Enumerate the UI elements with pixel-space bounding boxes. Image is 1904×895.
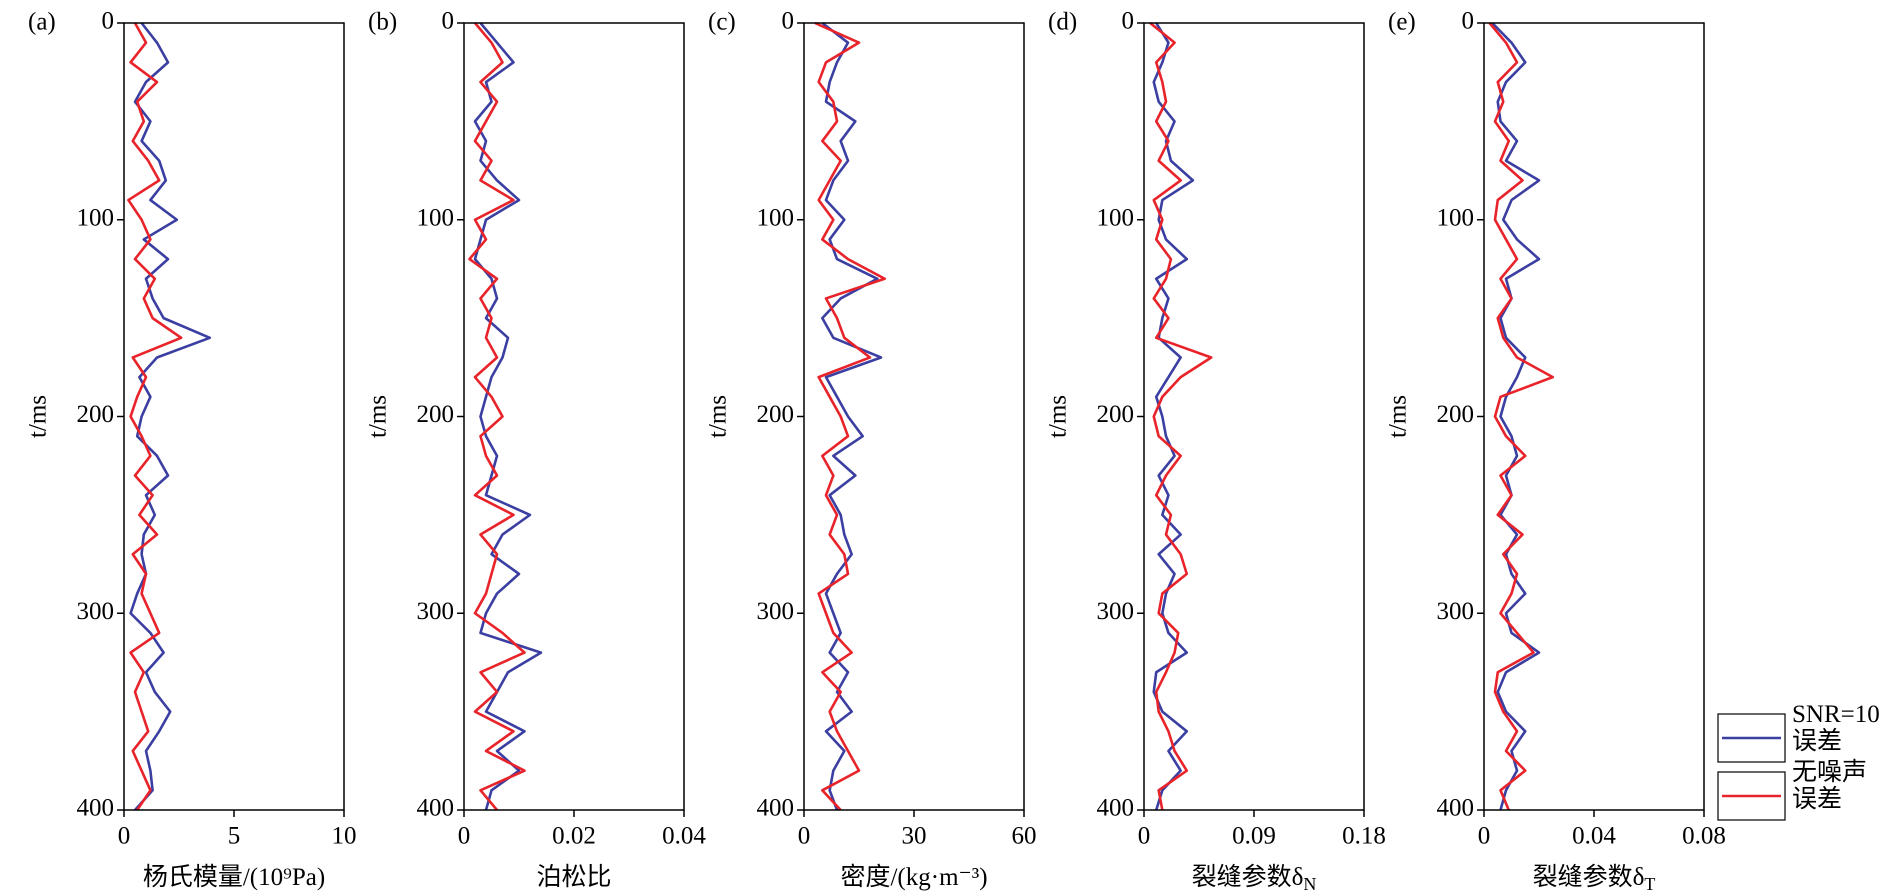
data-line — [821, 21, 883, 811]
y-tick-label: 200 — [417, 401, 455, 428]
x-tick-label: 0 — [1478, 823, 1491, 850]
y-axis-label: t/ms — [1385, 395, 1412, 438]
x-tick-label: 0.02 — [552, 823, 596, 850]
data-line — [1149, 21, 1213, 811]
y-tick-label: 300 — [77, 598, 115, 625]
data-line — [468, 22, 526, 811]
y-tick-label: 300 — [417, 598, 455, 625]
x-tick-label: 0 — [798, 823, 811, 850]
x-axis-label: 裂缝参数δT — [1533, 863, 1656, 894]
y-tick-label: 0 — [102, 8, 115, 35]
y-tick-label: 400 — [77, 795, 115, 822]
x-tick-label: 0.18 — [1342, 823, 1386, 850]
y-axis-label: t/ms — [25, 395, 52, 438]
y-tick-label: 100 — [1097, 204, 1135, 231]
x-axis-label-text: 裂缝参数δ — [1192, 863, 1304, 891]
legend-box — [1717, 771, 1786, 821]
x-axis-label-text: 裂缝参数δ — [1533, 863, 1645, 891]
y-tick-label: 200 — [1097, 401, 1135, 428]
y-tick-label: 0 — [1122, 8, 1135, 35]
x-axis-label: 泊松比 — [536, 863, 611, 891]
panel-label: (a) — [28, 9, 56, 36]
x-axis-label-text: 密度/(kg·m⁻³) — [840, 863, 987, 891]
legend-label: SNR=10 误差 — [1792, 701, 1880, 755]
panel-label: (d) — [1048, 9, 1077, 36]
x-tick-label: 0 — [118, 823, 131, 850]
y-tick-label: 100 — [757, 204, 795, 231]
y-tick-label: 200 — [77, 401, 115, 428]
y-tick-label: 100 — [1437, 204, 1475, 231]
data-line — [129, 22, 212, 811]
panel-label: (b) — [368, 9, 397, 36]
y-tick-label: 300 — [1437, 598, 1475, 625]
data-line — [1491, 22, 1541, 811]
y-tick-label: 0 — [782, 8, 795, 35]
x-tick-label: 0.04 — [662, 823, 706, 850]
plot-frame — [1143, 22, 1365, 811]
plot-frame — [123, 22, 345, 811]
y-axis-label: t/ms — [705, 395, 732, 438]
x-axis-label-subscript: T — [1644, 874, 1655, 894]
x-tick-label: 5 — [228, 823, 241, 850]
y-tick-label: 400 — [1097, 795, 1135, 822]
x-tick-label: 30 — [902, 823, 927, 850]
y-axis-label: t/ms — [1045, 395, 1072, 438]
x-tick-label: 10 — [332, 823, 357, 850]
y-tick-label: 300 — [757, 598, 795, 625]
y-tick-label: 200 — [757, 401, 795, 428]
x-tick-label: 0.04 — [1572, 823, 1616, 850]
x-axis-label-text: 泊松比 — [536, 863, 611, 891]
y-axis-label: t/ms — [365, 395, 392, 438]
y-tick-label: 300 — [1097, 598, 1135, 625]
data-line — [473, 22, 543, 811]
data-line — [814, 21, 886, 811]
legend-label: 无噪声 误差 — [1792, 759, 1868, 813]
panel-label: (c) — [708, 9, 736, 36]
legend-box — [1717, 713, 1786, 763]
y-tick-label: 200 — [1437, 401, 1475, 428]
x-tick-label: 0 — [1138, 823, 1151, 850]
y-tick-label: 400 — [1437, 795, 1475, 822]
y-tick-label: 400 — [757, 795, 795, 822]
data-line — [1488, 22, 1555, 811]
x-tick-label: 0 — [458, 823, 471, 850]
y-tick-label: 400 — [417, 795, 455, 822]
x-axis-label: 裂缝参数δN — [1192, 863, 1317, 894]
x-axis-label-subscript: N — [1303, 874, 1316, 894]
x-axis-label: 杨氏模量/(10⁹Pa) — [143, 863, 325, 891]
x-tick-label: 60 — [1012, 823, 1037, 850]
data-line — [1152, 22, 1195, 811]
x-axis-label: 密度/(kg·m⁻³) — [840, 863, 987, 891]
data-line — [127, 22, 183, 811]
y-tick-label: 100 — [417, 204, 455, 231]
x-tick-label: 0.08 — [1682, 823, 1726, 850]
y-tick-label: 100 — [77, 204, 115, 231]
x-axis-label-text: 杨氏模量/(10⁹Pa) — [143, 863, 325, 891]
panel-label: (e) — [1388, 9, 1416, 36]
y-tick-label: 0 — [442, 8, 455, 35]
y-tick-label: 0 — [1462, 8, 1475, 35]
x-tick-label: 0.09 — [1232, 823, 1276, 850]
